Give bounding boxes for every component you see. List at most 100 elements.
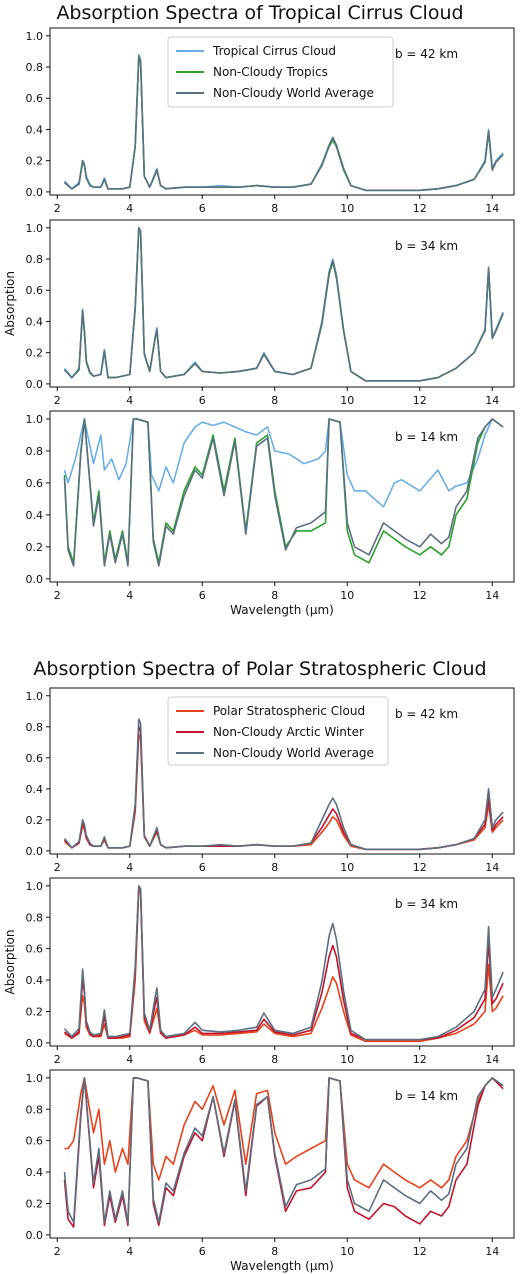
- x-tick-label: 10: [340, 589, 354, 602]
- x-tick-label: 12: [413, 589, 427, 602]
- x-tick-label: 6: [199, 1053, 206, 1066]
- y-tick-label: 0.8: [26, 721, 44, 734]
- x-tick-label: 12: [413, 394, 427, 407]
- axes-frame: [49, 1069, 515, 1239]
- x-tick-label: 10: [340, 1245, 354, 1258]
- legend-polar: Polar Stratospheric Cloud Non-Cloudy Arct…: [167, 696, 389, 766]
- axes-frame: [49, 27, 515, 196]
- x-tick-label: 8: [271, 1053, 278, 1066]
- series-line-non-cloudy-world-average: [63, 718, 504, 851]
- y-tick-label: 0.2: [26, 1197, 44, 1210]
- x-tick-label: 4: [126, 202, 133, 215]
- y-tick-label: 0.0: [26, 1229, 44, 1242]
- x-tick-label: 4: [126, 1053, 133, 1066]
- x-tick-label: 10: [340, 1053, 354, 1066]
- x-tick-label: 12: [413, 1245, 427, 1258]
- y-tick-label: 0.6: [26, 752, 44, 765]
- legend-entry: Tropical Cirrus Cloud: [212, 44, 336, 58]
- y-tick-label: 0.2: [26, 155, 44, 168]
- x-axis-label: Wavelength (μm): [230, 1259, 334, 1273]
- x-tick-label: 2: [54, 589, 61, 602]
- legend-entry: Non-Cloudy World Average: [213, 746, 374, 760]
- x-tick-label: 10: [340, 202, 354, 215]
- y-tick-label: 0.4: [26, 783, 44, 796]
- altitude-label: b = 42 km: [395, 47, 458, 61]
- axes-frame: [49, 219, 515, 388]
- y-tick-label: 1.0: [26, 222, 44, 235]
- series-line-non-cloudy-world-average: [63, 56, 504, 192]
- x-tick-label: 4: [126, 589, 133, 602]
- axes-frame: [49, 410, 515, 583]
- x-tick-label: 8: [271, 1245, 278, 1258]
- y-tick-label: 0.0: [26, 573, 44, 586]
- panel-polar-2: 0.0 0.2 0.4 0.6 0.8 1.0 2 4 6 8 10 12 14 b = 34 km Abs…: [3, 877, 515, 1066]
- y-tick-label: 0.4: [26, 315, 44, 328]
- y-tick-label: 0.0: [26, 186, 44, 199]
- y-tick-label: 0.4: [26, 1166, 44, 1179]
- y-tick-label: 0.0: [26, 378, 44, 391]
- series-group: [63, 1077, 504, 1228]
- y-tick-label: 0.6: [26, 1135, 44, 1148]
- y-tick-label: 0.8: [26, 253, 44, 266]
- x-tick-label: 8: [271, 202, 278, 215]
- x-tick-label: 4: [126, 1245, 133, 1258]
- y-tick-label: 0.8: [26, 1103, 44, 1116]
- series-line-non-cloudy-world-average: [63, 1077, 504, 1224]
- panel-tropical-2: 0.0 0.2 0.4 0.6 0.8 1.0 2 4 6 8 10 12 14 b = 34 km Abs…: [3, 219, 515, 407]
- legend-entry: Non-Cloudy Arctic Winter: [213, 725, 364, 739]
- panel-tropical-1: 0.0 0.2 0.4 0.6 0.8 1.0 2 4 6 8 10 12 14 b = 42 km: [26, 27, 515, 215]
- y-tick-label: 0.6: [26, 92, 44, 105]
- x-tick-label: 2: [54, 202, 61, 215]
- x-tick-label: 14: [485, 1053, 499, 1066]
- x-tick-label: 8: [271, 589, 278, 602]
- x-tick-label: 8: [271, 861, 278, 874]
- series-line-non-cloudy-world-average: [63, 227, 504, 382]
- x-tick-label: 2: [54, 394, 61, 407]
- x-tick-label: 6: [199, 1245, 206, 1258]
- y-tick-label: 0.6: [26, 477, 44, 490]
- x-tick-label: 12: [413, 202, 427, 215]
- series-group: [63, 53, 504, 192]
- series-line-non-cloudy-world-average: [63, 885, 504, 1041]
- altitude-label: b = 34 km: [395, 897, 458, 911]
- x-tick-label: 14: [485, 202, 499, 215]
- x-tick-label: 14: [485, 589, 499, 602]
- y-tick-label: 1.0: [26, 413, 44, 426]
- y-tick-label: 0.2: [26, 814, 44, 827]
- x-tick-label: 2: [54, 861, 61, 874]
- y-axis-label: Absorption: [3, 930, 17, 995]
- x-tick-label: 2: [54, 1245, 61, 1258]
- legend-box: [167, 36, 394, 108]
- y-axis-label: Absorption: [3, 271, 17, 336]
- altitude-label: b = 42 km: [395, 707, 458, 721]
- series-line-tropical-cirrus-cloud: [63, 418, 504, 508]
- series-group: [63, 227, 504, 382]
- legend-box: [167, 696, 389, 766]
- series-group: [63, 418, 504, 567]
- altitude-label: b = 14 km: [395, 1089, 458, 1103]
- series-group: [63, 885, 504, 1043]
- y-tick-label: 0.8: [26, 445, 44, 458]
- x-axis-label: Wavelength (μm): [230, 603, 334, 617]
- series-line-polar-stratospheric-cloud: [64, 1077, 504, 1189]
- y-tick-label: 0.4: [26, 974, 44, 987]
- y-tick-label: 0.2: [26, 1005, 44, 1018]
- y-tick-label: 0.4: [26, 509, 44, 522]
- panel-polar-1: 0.0 0.2 0.4 0.6 0.8 1.0 2 4 6 8 10 12 14 b = 42 km: [26, 687, 515, 874]
- figure-title-tropical: Absorption Spectra of Tropical Cirrus Cl…: [56, 2, 464, 24]
- x-tick-label: 10: [340, 394, 354, 407]
- y-tick-label: 0.6: [26, 284, 44, 297]
- series-group: [63, 718, 504, 851]
- legend-entry: Non-Cloudy Tropics: [213, 65, 328, 79]
- y-tick-label: 0.8: [26, 61, 44, 74]
- altitude-label: b = 14 km: [395, 430, 458, 444]
- x-tick-label: 14: [485, 861, 499, 874]
- y-tick-label: 0.8: [26, 911, 44, 924]
- x-tick-label: 12: [413, 861, 427, 874]
- y-tick-label: 0.2: [26, 541, 44, 554]
- legend-entry: Non-Cloudy World Average: [213, 86, 374, 100]
- y-tick-label: 0.0: [26, 845, 44, 858]
- altitude-label: b = 34 km: [395, 239, 458, 253]
- x-tick-label: 6: [199, 861, 206, 874]
